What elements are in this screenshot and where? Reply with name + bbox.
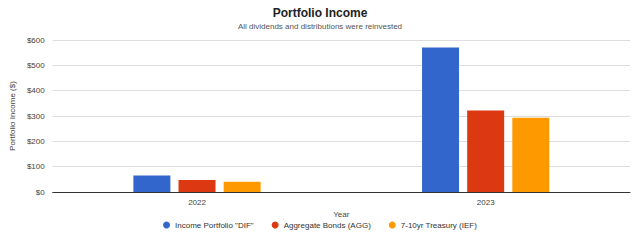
svg-text:Aggregate Bonds (AGG): Aggregate Bonds (AGG) (284, 221, 371, 230)
svg-text:$100: $100 (27, 162, 45, 171)
svg-text:Year: Year (333, 210, 350, 219)
svg-text:$400: $400 (27, 86, 45, 95)
svg-text:All dividends and distribution: All dividends and distributions were rei… (238, 22, 402, 31)
svg-text:2023: 2023 (477, 198, 495, 207)
svg-text:2022: 2022 (188, 198, 206, 207)
svg-text:7-10yr Treasury (IEF): 7-10yr Treasury (IEF) (401, 221, 477, 230)
svg-text:$200: $200 (27, 137, 45, 146)
svg-text:Portfolio Income ($): Portfolio Income ($) (8, 81, 17, 151)
svg-text:Income Portfolio "DIF": Income Portfolio "DIF" (175, 221, 254, 230)
svg-text:Portfolio Income: Portfolio Income (273, 6, 368, 20)
svg-text:$500: $500 (27, 61, 45, 70)
svg-text:$600: $600 (27, 36, 45, 45)
svg-text:$300: $300 (27, 112, 45, 121)
svg-text:$0: $0 (36, 188, 45, 197)
